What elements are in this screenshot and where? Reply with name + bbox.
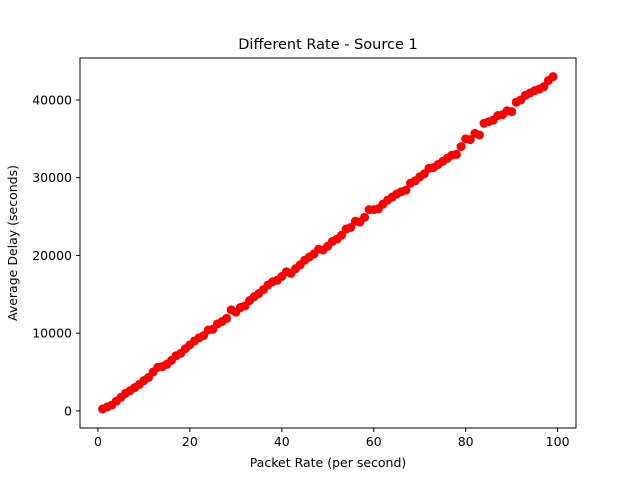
x-tick-label: 60: [366, 434, 382, 449]
x-tick-label: 0: [94, 434, 102, 449]
data-point: [337, 230, 347, 240]
data-point: [222, 313, 232, 323]
data-point: [474, 130, 484, 140]
data-point: [456, 142, 466, 152]
data-point: [360, 212, 370, 222]
y-tick-label: 20000: [32, 248, 72, 263]
data-point: [507, 107, 517, 117]
data-point: [539, 82, 549, 92]
x-tick-label: 80: [458, 434, 474, 449]
y-tick-label: 30000: [32, 170, 72, 185]
data-point: [401, 185, 411, 195]
data-point: [548, 72, 558, 82]
y-tick-label: 0: [64, 403, 72, 418]
data-points: [98, 72, 558, 414]
chart-title: Different Rate - Source 1: [238, 37, 418, 53]
data-point: [465, 135, 475, 145]
x-tick-label: 20: [182, 434, 198, 449]
x-tick-label: 100: [546, 434, 570, 449]
data-point: [346, 222, 356, 232]
axis-ticks: 0 20 40 60 80 100 0 10000 20000 30000 40000: [32, 92, 569, 449]
y-tick-label: 10000: [32, 326, 72, 341]
data-point: [451, 149, 461, 159]
x-axis-label: Packet Rate (per second): [250, 455, 407, 470]
x-tick-label: 40: [274, 434, 290, 449]
plot-frame: [79, 57, 577, 429]
y-tick-label: 40000: [32, 92, 72, 107]
y-axis-label: Average Delay (seconds): [5, 165, 20, 321]
